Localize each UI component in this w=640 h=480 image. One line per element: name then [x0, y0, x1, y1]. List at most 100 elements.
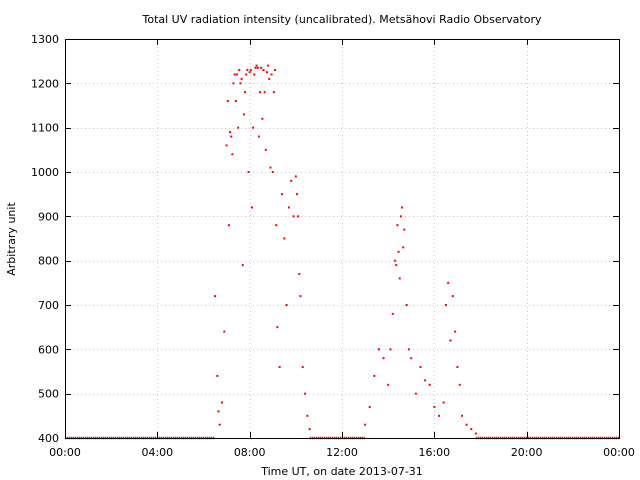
data-point	[299, 295, 302, 298]
data-point	[447, 281, 450, 284]
y-axis-label: Arbitrary unit	[5, 202, 18, 276]
data-point	[267, 64, 270, 67]
data-point	[398, 277, 401, 280]
data-point	[419, 366, 422, 369]
data-point	[245, 73, 248, 76]
data-point	[218, 423, 221, 426]
x-tick-label: 04:00	[141, 446, 173, 459]
data-point	[414, 392, 417, 395]
y-tick-label: 400	[38, 432, 59, 445]
data-point	[458, 383, 461, 386]
data-point	[437, 414, 440, 417]
data-point	[255, 64, 258, 67]
data-point	[474, 432, 477, 435]
data-point	[287, 206, 290, 209]
y-tick-label: 600	[38, 343, 59, 356]
data-point	[442, 401, 445, 404]
data-point	[249, 69, 252, 72]
data-point	[225, 144, 228, 147]
data-point	[456, 366, 459, 369]
data-point	[297, 215, 300, 218]
x-axis-label: Time UT, on date 2013-07-31	[260, 465, 423, 478]
data-point	[274, 69, 277, 72]
y-tick-label: 1000	[31, 166, 59, 179]
data-point	[252, 126, 255, 129]
data-point	[257, 135, 260, 138]
data-point	[227, 224, 230, 227]
data-point	[304, 392, 307, 395]
x-axis-ticks: 00:00 04:00 08:00 12:00 16:00 20:00 00:00	[49, 39, 635, 459]
data-point	[235, 73, 238, 76]
data-point	[271, 171, 274, 173]
x-tick-label: 12:00	[326, 446, 358, 459]
data-point	[264, 148, 267, 151]
y-tick-label: 700	[38, 299, 59, 312]
data-point	[292, 215, 295, 218]
data-point	[231, 153, 234, 156]
data-point	[405, 304, 408, 306]
data-point	[237, 126, 240, 129]
data-point	[263, 91, 266, 94]
data-point	[306, 414, 309, 417]
data-point	[396, 224, 399, 227]
grid	[65, 39, 619, 438]
data-point	[368, 405, 371, 408]
data-points	[214, 64, 477, 435]
data-point	[244, 91, 247, 94]
y-axis-ticks: 400 500 600 700 800 900 1000 1100 1200 1300	[31, 33, 619, 445]
x-tick-label: 00:00	[49, 446, 81, 459]
data-point	[389, 348, 392, 351]
data-point	[470, 428, 473, 431]
data-point	[301, 366, 304, 369]
data-point	[223, 330, 226, 333]
data-point	[294, 175, 297, 178]
data-point	[407, 348, 410, 351]
data-point	[246, 69, 249, 72]
data-point	[262, 69, 265, 72]
data-point	[308, 428, 311, 431]
data-point	[403, 228, 406, 231]
y-tick-label: 1200	[31, 77, 59, 90]
data-point	[216, 374, 219, 377]
data-point	[444, 304, 447, 306]
data-point	[276, 326, 279, 329]
data-point	[377, 348, 380, 351]
data-point	[265, 71, 268, 74]
data-point	[433, 405, 436, 408]
data-point	[402, 246, 405, 249]
data-point	[364, 423, 367, 426]
y-tick-label: 1100	[31, 122, 59, 135]
data-point	[387, 383, 390, 386]
data-point	[461, 414, 464, 417]
x-tick-label: 00:00	[603, 446, 635, 459]
data-point	[226, 100, 229, 103]
data-point	[248, 71, 251, 74]
data-point	[261, 117, 264, 120]
data-point	[428, 383, 431, 386]
data-point	[401, 206, 404, 209]
data-point	[250, 206, 253, 209]
data-point	[242, 113, 245, 116]
data-point	[270, 73, 273, 76]
data-point	[382, 357, 385, 360]
data-point	[240, 77, 243, 80]
data-point	[290, 179, 293, 182]
data-point	[259, 91, 262, 94]
x-tick-label: 20:00	[511, 446, 543, 459]
data-point	[233, 73, 236, 76]
chart-title: Total UV radiation intensity (uncalibrat…	[142, 13, 542, 26]
x-tick-label: 16:00	[418, 446, 450, 459]
data-point	[283, 237, 286, 240]
data-point	[278, 366, 281, 369]
data-point	[232, 82, 235, 85]
data-point	[239, 82, 242, 85]
data-point	[269, 166, 272, 169]
y-tick-label: 1300	[31, 33, 59, 46]
data-point	[230, 135, 233, 138]
data-point	[397, 250, 400, 253]
data-point	[285, 304, 288, 306]
data-point	[220, 401, 223, 404]
data-point	[391, 312, 394, 315]
data-point	[254, 66, 257, 69]
